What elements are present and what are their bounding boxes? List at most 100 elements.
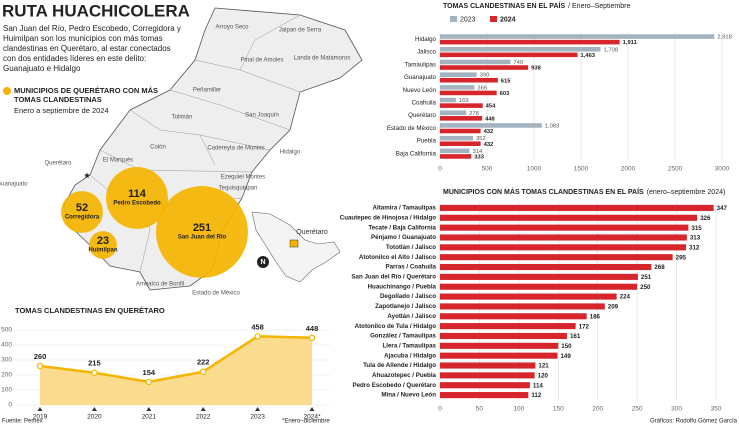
y-tick-label: Puebla — [417, 138, 437, 145]
value-label: 347 — [717, 205, 728, 212]
bar — [440, 90, 497, 96]
bar — [440, 39, 620, 45]
y-tick-label: Hidalgo — [415, 36, 437, 43]
y-tick-label: Tamaulipas — [405, 61, 436, 68]
legend-title: MUNICIPIOS DE QUERÉTARO CON MÁS TOMAS CL… — [14, 86, 159, 104]
y-tick-label: Tototlán / Jalisco — [386, 244, 436, 251]
title-main: MUNICIPIOS CON MÁS TOMAS CLANDESTINAS EN… — [443, 187, 644, 196]
bar — [440, 352, 558, 359]
bar — [440, 128, 481, 134]
bar — [440, 72, 477, 77]
y-tick-label: Mina / Nuevo León — [381, 392, 436, 399]
y-tick-label: Pénjamo / Guanajuato — [371, 234, 436, 241]
y-tick-label: Tecate / Baja California — [368, 224, 436, 231]
map-label: El Marqués — [103, 158, 133, 164]
bubble — [106, 167, 168, 229]
map-label: Cadereyta de Montes — [207, 146, 264, 152]
bubble — [156, 186, 248, 278]
value-label: 326 — [700, 215, 711, 222]
value-label: 458 — [251, 322, 264, 331]
note: *Enero–diciembre — [282, 419, 330, 425]
value-label: 278 — [469, 111, 479, 117]
legend-label: 2024 — [500, 16, 516, 23]
value-label: 114 — [533, 382, 544, 389]
bubble-value: 251 — [193, 222, 211, 234]
point — [308, 334, 316, 341]
bar — [440, 97, 456, 103]
line — [39, 335, 313, 384]
bar — [440, 123, 542, 128]
y-tick-label: Baja California — [396, 150, 437, 157]
map-label: Estado de México — [192, 291, 240, 297]
bubble-value: 114 — [128, 188, 147, 200]
bar — [440, 332, 567, 340]
bar — [440, 154, 472, 159]
y-tick-label: Cuautepec de Hinojosa / Hidalgo — [340, 214, 436, 221]
x-tick-label: 0 — [438, 406, 442, 413]
y-tick-label: Querétaro — [408, 112, 436, 119]
y-tick-label: 500 — [1, 327, 12, 334]
value-label: 150 — [561, 343, 572, 350]
map-label: Tolimán — [172, 115, 193, 121]
x-tick-label: 2019 — [33, 414, 48, 421]
source: Fuente: Pemex — [2, 419, 43, 425]
x-tick-label: 250 — [632, 406, 643, 413]
legend-dot — [3, 87, 11, 95]
y-tick-label: San Juan del Río / Querétaro — [351, 274, 436, 281]
value-label: 2,918 — [717, 35, 732, 41]
bar — [440, 254, 673, 261]
bar — [440, 135, 474, 141]
point — [254, 333, 261, 340]
map-label: Peñamiller — [193, 88, 221, 94]
y-tick-label: 100 — [1, 387, 12, 394]
value-label: 454 — [486, 104, 496, 110]
x-tick-label: 300 — [671, 406, 682, 413]
bar — [440, 323, 576, 330]
bubble-name: Corregidora — [65, 215, 100, 221]
value-label: 938 — [531, 66, 541, 72]
map-label: Hidalgo — [280, 150, 301, 156]
x-tick-label: 2021 — [142, 414, 157, 421]
y-tick-label: Pedro Escobedo / Querétaro — [352, 382, 436, 389]
value-label: 390 — [480, 73, 490, 79]
x-tick-label: 50 — [476, 406, 484, 413]
bar — [440, 372, 535, 379]
x-tick-label: 200 — [592, 406, 603, 413]
legend-swatch — [490, 16, 497, 22]
bar — [440, 273, 638, 280]
bar — [440, 313, 587, 320]
credit: Gráficos: Rodolfo Gómez García — [650, 419, 738, 425]
value-label: 222 — [197, 358, 210, 367]
bubble — [61, 191, 103, 233]
map-label: Amealco de Bonfil — [136, 282, 184, 288]
value-label: 268 — [654, 264, 665, 271]
value-label: 251 — [641, 274, 652, 281]
value-label: 224 — [620, 294, 631, 301]
bubble-value: 52 — [76, 202, 88, 214]
bar — [440, 148, 470, 154]
x-tick-label: 0 — [438, 166, 442, 173]
chart-title: TOMAS CLANDESTINAS EN QUERÉTARO — [15, 306, 165, 315]
y-tick-label: 200 — [1, 372, 12, 379]
value-label: 1,708 — [604, 47, 619, 53]
x-tick-label: 150 — [553, 406, 564, 413]
y-tick-label: Ajacuba / Hidalgo — [384, 352, 436, 359]
x-marker — [309, 407, 315, 411]
value-label: 161 — [570, 333, 581, 340]
bar — [440, 362, 536, 369]
y-tick-label: Atotonilco el Alto / Jalisco — [359, 254, 436, 261]
bar — [440, 224, 689, 231]
y-tick-label: Altamira / Tamaulipas — [373, 205, 437, 212]
inset-highlight — [289, 239, 299, 248]
bar — [440, 77, 498, 83]
map-label: Jalpan de Serra — [279, 28, 322, 34]
chart-title: TOMAS CLANDESTINAS EN EL PAÍS / Enero–Sep… — [443, 1, 630, 10]
value-label: 186 — [590, 313, 601, 320]
bar — [440, 34, 715, 39]
value-label: 749 — [513, 60, 523, 66]
value-label: 149 — [560, 353, 571, 360]
value-label: 209 — [608, 304, 619, 311]
compass-label: N — [260, 259, 265, 266]
bar — [440, 214, 698, 221]
